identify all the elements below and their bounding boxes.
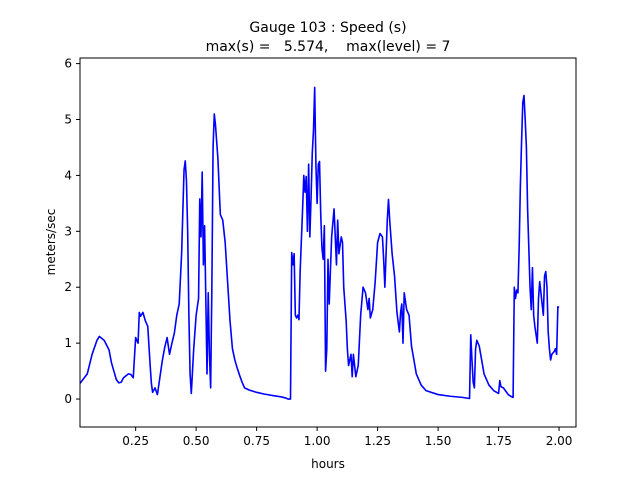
x-tick-label: 0.75 [243,434,270,448]
y-axis-label: meters/sec [44,209,58,276]
y-tick-label: 6 [64,57,72,71]
x-tick-label: 1.00 [304,434,331,448]
axes-frame [79,57,577,428]
y-tick-label: 5 [64,113,72,127]
y-tick-label: 1 [64,336,72,350]
chart-title-line1: Gauge 103 : Speed (s) [249,20,406,36]
x-axis-ticks: 0.25 0.50 0.75 1.00 1.25 1.50 1.75 2.00 [122,427,572,448]
x-tick-label: 2.00 [546,434,573,448]
y-tick-label: 3 [64,224,72,238]
x-tick-label: 0.50 [183,434,210,448]
y-tick-label: 0 [64,392,72,406]
chart-title-line2: max(s) = 5.574, max(level) = 7 [206,39,451,55]
x-tick-label: 1.75 [485,434,512,448]
y-tick-label: 2 [64,280,72,294]
y-axis-ticks: 0 1 2 3 4 5 6 [64,57,80,406]
x-axis-label: hours [311,457,345,471]
plot-area [79,86,560,400]
y-tick-label: 4 [64,168,72,182]
speed-series-line [79,86,560,400]
x-tick-label: 1.25 [364,434,391,448]
x-tick-label: 1.50 [425,434,452,448]
x-tick-label: 0.25 [122,434,149,448]
